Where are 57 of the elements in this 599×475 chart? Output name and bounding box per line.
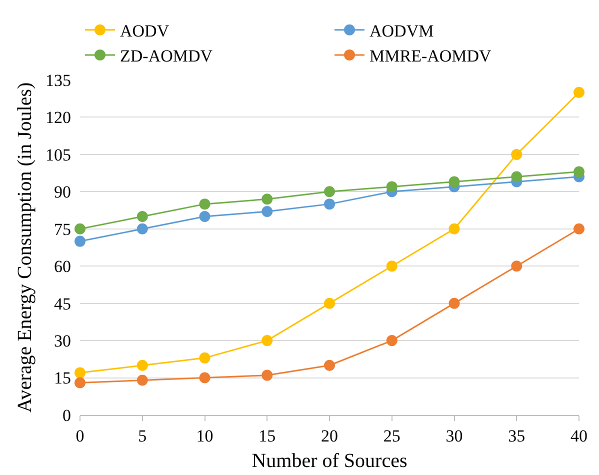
x-tick-label: 40	[570, 426, 588, 446]
point	[324, 360, 335, 371]
legend-label: AODVM	[370, 21, 434, 40]
point	[448, 176, 460, 188]
point	[448, 298, 460, 309]
point	[136, 374, 148, 386]
y-tick-label: 30	[54, 332, 71, 351]
point	[386, 181, 398, 192]
y-tick-label: 15	[54, 368, 71, 388]
point	[199, 372, 210, 384]
y-tick-label: 135	[46, 70, 71, 90]
point	[136, 223, 148, 234]
point	[199, 198, 210, 210]
point	[386, 260, 398, 272]
point	[262, 206, 273, 218]
point	[74, 223, 86, 234]
x-tick-label: 30	[446, 426, 463, 446]
legend-label: AODV	[120, 21, 170, 40]
point	[262, 335, 273, 346]
y-tick-label: 120	[46, 108, 71, 128]
y-tick-label: 105	[46, 145, 71, 164]
point	[448, 223, 460, 234]
x-tick-label: 20	[321, 426, 338, 446]
point	[136, 360, 148, 371]
x-tick-label: 35	[508, 426, 526, 446]
point	[574, 223, 584, 234]
x-tick-label: 10	[196, 426, 214, 446]
point	[74, 367, 86, 378]
y-axis-title: Average Energy Consumption (in Joules)	[14, 82, 36, 413]
point	[324, 198, 335, 210]
y-tick-label: 45	[54, 294, 71, 314]
point	[262, 370, 273, 381]
y-tick-label: 0	[62, 406, 71, 425]
x-tick-label: 15	[258, 426, 276, 446]
point	[199, 352, 210, 364]
x-tick-label: 5	[138, 426, 147, 446]
y-tick-label: 60	[54, 257, 71, 276]
point	[262, 194, 273, 205]
legend-label: ZD-AOMDV	[120, 46, 214, 66]
point	[511, 260, 522, 272]
y-tick-label: 75	[54, 220, 71, 239]
x-axis-title: Number of Sources	[252, 450, 408, 472]
point	[199, 210, 210, 222]
point	[511, 148, 522, 160]
point	[574, 86, 584, 98]
x-tick-label: 0	[76, 426, 84, 446]
point	[324, 186, 335, 198]
point	[574, 166, 584, 178]
point	[74, 377, 86, 388]
point	[324, 298, 335, 309]
point	[511, 171, 522, 182]
point	[386, 335, 398, 346]
y-tick-label: 90	[54, 182, 71, 202]
legend-label: MMRE-AOMDV	[370, 46, 492, 66]
point	[74, 236, 86, 247]
x-tick-label: 25	[383, 426, 400, 446]
point	[136, 210, 148, 222]
